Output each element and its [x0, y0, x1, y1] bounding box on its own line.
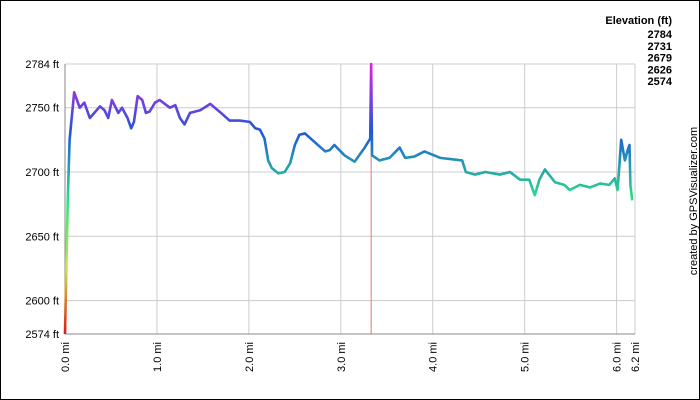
legend-value: 2731: [648, 41, 672, 53]
y-tick-label: 2574 ft: [25, 329, 59, 341]
legend-value: 2626: [648, 64, 672, 76]
legend-value: 2574: [648, 76, 673, 88]
y-tick-label: 2750 ft: [25, 103, 59, 115]
legend-value: 2679: [648, 53, 672, 65]
x-tick-label: 2.0 mi: [244, 342, 256, 372]
legend-title: Elevation (ft): [605, 15, 672, 27]
x-tick-label: 6.0 mi: [612, 342, 624, 372]
y-tick-label: 2650 ft: [25, 231, 59, 243]
x-tick-label: 3.0 mi: [336, 342, 348, 372]
x-tick-label: 4.0 mi: [428, 342, 440, 372]
y-tick-label: 2784 ft: [25, 59, 59, 71]
x-tick-label: 1.0 mi: [152, 342, 164, 372]
x-tick-label: 0.0 mi: [60, 342, 72, 372]
y-tick-label: 2700 ft: [25, 167, 59, 179]
y-tick-label: 2600 ft: [25, 296, 59, 308]
x-tick-label: 5.0 mi: [520, 342, 532, 372]
credit: created by GPSVisualizer.com: [688, 127, 699, 275]
legend-value: 2784: [648, 29, 673, 41]
x-tick-label: 6.2 mi: [630, 342, 642, 372]
elevation-line: [63, 62, 634, 335]
